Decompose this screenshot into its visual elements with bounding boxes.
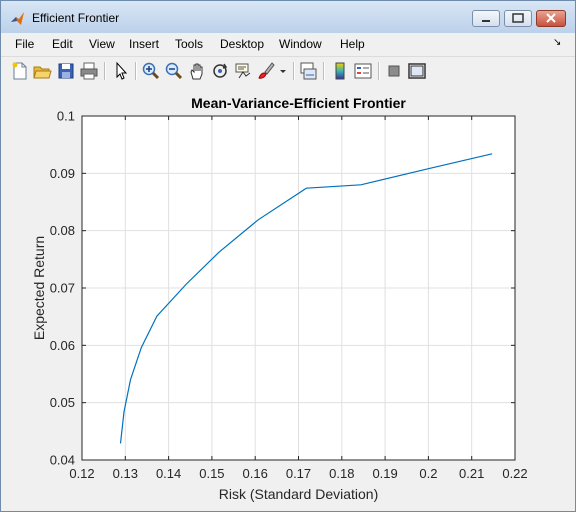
figure-canvas: 0.12 0.13 0.14 0.15 0.16 0.17 0.18 0.19 0.2 0.21 0… bbox=[1, 85, 575, 511]
x-tick-label: 0.22 bbox=[502, 466, 527, 481]
y-tick-label: 0.06 bbox=[50, 338, 75, 353]
menu-edit[interactable]: Edit bbox=[52, 37, 73, 51]
menu-bar: File Edit View Insert Tools Desktop Wind… bbox=[1, 33, 575, 55]
menu-view[interactable]: View bbox=[89, 37, 115, 51]
y-tick-label: 0.05 bbox=[50, 395, 75, 410]
menu-desktop[interactable]: Desktop bbox=[220, 37, 265, 51]
x-tick-label: 0.13 bbox=[113, 466, 138, 481]
x-tick-label: 0.2 bbox=[419, 466, 437, 481]
maximize-icon bbox=[512, 13, 524, 23]
menu-insert[interactable]: Insert bbox=[129, 37, 160, 51]
x-tick-label: 0.14 bbox=[156, 466, 181, 481]
data-cursor-icon[interactable] bbox=[233, 61, 253, 81]
show-plot-tools-icon[interactable] bbox=[407, 61, 427, 81]
x-tick-label: 0.12 bbox=[69, 466, 94, 481]
save-icon[interactable] bbox=[56, 61, 76, 81]
maximize-button[interactable] bbox=[504, 10, 532, 27]
zoom-out-icon[interactable] bbox=[164, 61, 184, 81]
brush-icon[interactable] bbox=[256, 61, 276, 81]
x-tick-label: 0.21 bbox=[459, 466, 484, 481]
x-tick-label: 0.17 bbox=[286, 466, 311, 481]
x-axis-label: Risk (Standard Deviation) bbox=[219, 486, 379, 502]
x-tick-label: 0.16 bbox=[243, 466, 268, 481]
menu-file[interactable]: File bbox=[15, 37, 35, 51]
axis-ticks: 0.12 0.13 0.14 0.15 0.16 0.17 0.18 0.19 0.2 0.21 0… bbox=[50, 109, 528, 482]
zoom-in-icon[interactable] bbox=[141, 61, 161, 81]
minimize-icon bbox=[482, 20, 490, 22]
brush-dropdown-icon[interactable] bbox=[278, 61, 288, 81]
window-title: Efficient Frontier bbox=[32, 11, 120, 25]
new-figure-icon[interactable] bbox=[10, 61, 30, 81]
minimize-button[interactable] bbox=[472, 10, 500, 27]
menu-tools[interactable]: Tools bbox=[175, 37, 204, 51]
frontier-line bbox=[119, 153, 493, 444]
rotate-3d-icon[interactable] bbox=[210, 61, 230, 81]
y-tick-label: 0.1 bbox=[57, 109, 75, 124]
menu-window[interactable]: Window bbox=[279, 37, 322, 51]
y-tick-label: 0.08 bbox=[50, 223, 75, 238]
menu-help[interactable]: Help bbox=[340, 37, 365, 51]
y-axis-label: Expected Return bbox=[31, 236, 47, 340]
plot-svg[interactable]: 0.12 0.13 0.14 0.15 0.16 0.17 0.18 0.19 0.2 0.21 0… bbox=[1, 85, 575, 511]
close-button[interactable] bbox=[536, 10, 566, 27]
toolbar bbox=[1, 56, 575, 86]
pointer-icon[interactable] bbox=[111, 61, 131, 81]
legend-icon[interactable] bbox=[353, 61, 373, 81]
link-plot-icon[interactable] bbox=[298, 61, 318, 81]
colorbar-icon[interactable] bbox=[330, 61, 350, 81]
close-icon bbox=[546, 13, 556, 23]
x-tick-label: 0.18 bbox=[329, 466, 354, 481]
y-tick-label: 0.04 bbox=[50, 453, 75, 468]
print-icon[interactable] bbox=[79, 61, 99, 81]
hide-plot-tools-icon[interactable] bbox=[384, 61, 404, 81]
open-file-icon[interactable] bbox=[32, 61, 52, 81]
pan-icon[interactable] bbox=[187, 61, 207, 81]
y-tick-label: 0.09 bbox=[50, 166, 75, 181]
x-tick-label: 0.15 bbox=[199, 466, 224, 481]
y-tick-label: 0.07 bbox=[50, 281, 75, 296]
chart-title: Mean-Variance-Efficient Frontier bbox=[191, 95, 406, 111]
matlab-logo-icon bbox=[10, 10, 26, 26]
dock-arrow-icon[interactable]: ↘ bbox=[553, 37, 562, 48]
title-bar[interactable]: Efficient Frontier bbox=[1, 1, 575, 33]
x-tick-label: 0.19 bbox=[372, 466, 397, 481]
